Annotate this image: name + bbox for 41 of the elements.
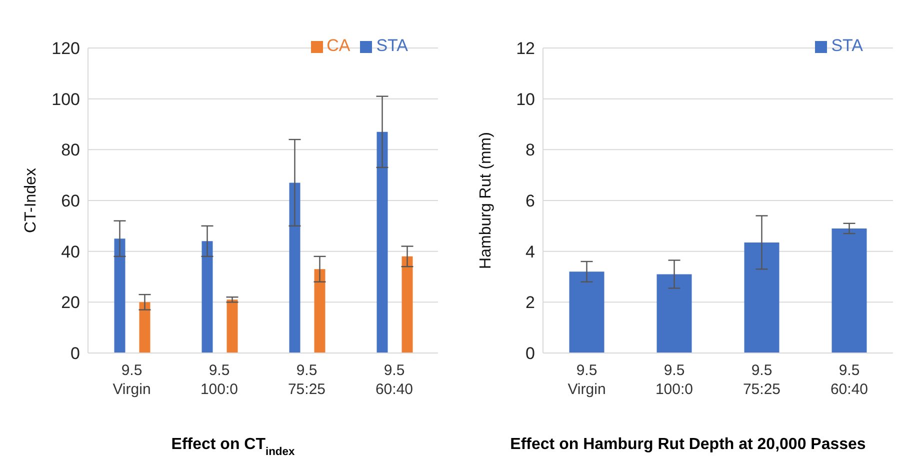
y-tick-label: 80: [61, 140, 80, 160]
y-tick-label: 100: [52, 90, 80, 109]
x-tick-label: 9.5 Virgin: [112, 362, 151, 398]
x-tick-label: 9.5 60:40: [375, 362, 414, 398]
y-tick-label: 120: [52, 39, 80, 58]
bar: [289, 182, 300, 353]
y-tick-label: 12: [516, 39, 535, 58]
x-tick-label: 9.5 75:25: [742, 362, 781, 398]
x-tick-label: 9.5 75:25: [288, 362, 326, 398]
bar: [402, 256, 413, 353]
text: Effect on Hamburg Rut Depth at 20,000 Passes: [510, 436, 866, 453]
y-tick-label: 10: [516, 90, 535, 109]
legend-label: CA: [326, 36, 350, 55]
y-tick-label: 40: [61, 242, 80, 262]
bar: [226, 300, 238, 353]
bar: [139, 302, 150, 353]
y-tick-label: 60: [61, 192, 80, 211]
x-tick-label: 9.5 60:40: [830, 362, 868, 398]
y-axis-title: Hamburg Rut (mm): [478, 132, 495, 269]
y-tick-label: 8: [526, 140, 535, 160]
y-axis-title: CT-Index: [22, 168, 40, 233]
legend-label: STA: [831, 36, 863, 55]
x-tick-label: 9.5 100:0: [655, 362, 694, 398]
legend-label: STA: [376, 36, 408, 55]
y-tick-label: 0: [70, 344, 80, 364]
bar: [832, 228, 867, 353]
x-tick-label: 9.5 100:0: [200, 362, 238, 398]
x-tick-label: 9.5 Virgin: [568, 362, 606, 398]
y-tick-label: 2: [526, 293, 535, 312]
y-tick-label: 0: [526, 344, 535, 364]
y-tick-label: 20: [61, 293, 80, 312]
bar: [376, 132, 388, 353]
text: Effect on CT$_{index}$: [171, 436, 296, 458]
bar: [569, 272, 604, 353]
bar: [202, 241, 213, 353]
y-tick-label: 4: [526, 242, 535, 262]
bar: [656, 274, 692, 353]
bar: [314, 269, 326, 353]
bar: [114, 238, 126, 353]
bar: [744, 242, 780, 353]
y-tick-label: 6: [526, 192, 535, 211]
